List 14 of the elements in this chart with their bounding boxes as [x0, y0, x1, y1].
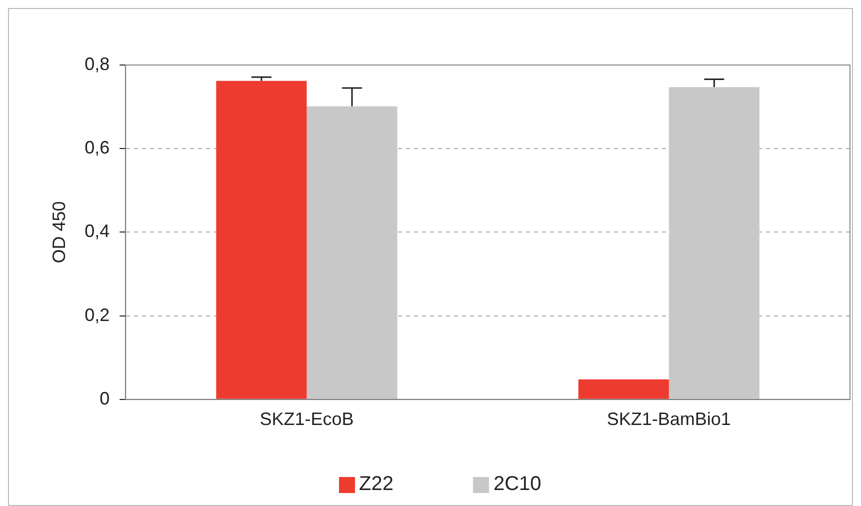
y-tick-label: 0,8	[84, 54, 110, 74]
x-tick-label: SKZ1-BamBio1	[606, 409, 731, 430]
y-tick-label: 0,2	[84, 304, 110, 325]
bar	[306, 106, 398, 399]
bar	[578, 379, 669, 399]
x-tick-label: SKZ1-EcoB	[260, 409, 354, 430]
y-tick-label: 0,4	[84, 221, 110, 242]
y-axis-title: OD 450	[48, 201, 69, 264]
legend-label: Z22	[359, 473, 394, 496]
legend-label: 2C10	[493, 473, 542, 496]
bar	[216, 80, 307, 399]
bar	[668, 87, 760, 399]
y-tick-label: 0,6	[84, 138, 110, 158]
y-tick-label: 0	[100, 388, 110, 408]
